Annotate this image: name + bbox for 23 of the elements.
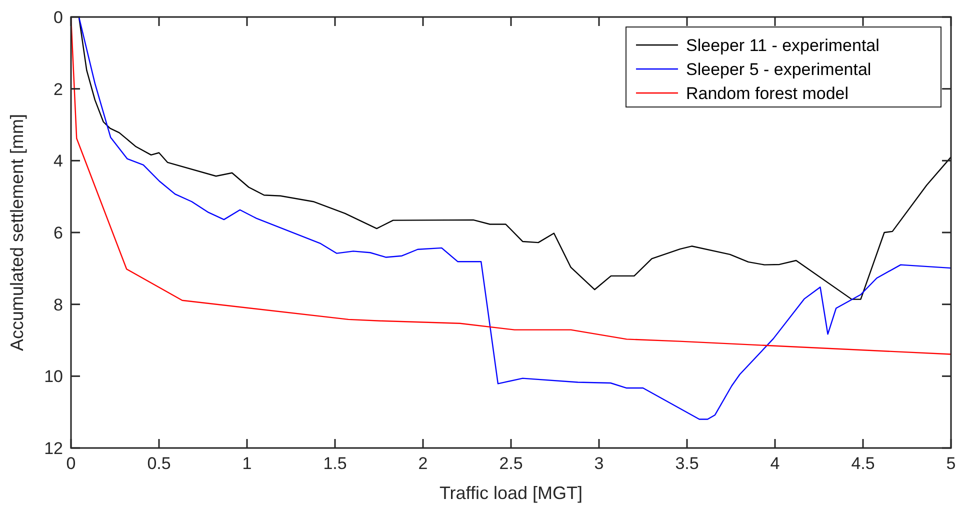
y-tick-label: 8 <box>54 295 63 314</box>
x-tick-label: 2 <box>418 454 428 473</box>
legend-label: Sleeper 11 - experimental <box>686 36 880 55</box>
x-tick-label: 3 <box>594 454 604 473</box>
y-tick-label: 0 <box>54 8 63 27</box>
x-tick-label: 4 <box>770 454 780 473</box>
y-axis-title: Accumulated settlement [mm] <box>7 114 27 352</box>
y-tick-label: 10 <box>44 367 63 386</box>
y-tick-label: 4 <box>54 152 63 171</box>
x-tick-label: 5 <box>946 454 956 473</box>
x-tick-label: 4.5 <box>851 454 875 473</box>
x-axis-title: Traffic load [MGT] <box>439 483 583 503</box>
x-tick-label: 1.5 <box>323 454 347 473</box>
y-tick-label: 6 <box>54 223 63 242</box>
legend-label: Sleeper 5 - experimental <box>686 60 872 79</box>
legend-label: Random forest model <box>686 84 849 103</box>
x-tick-label: 3.5 <box>675 454 699 473</box>
y-tick-label: 2 <box>54 80 63 99</box>
x-tick-label: 2.5 <box>499 454 523 473</box>
y-tick-label: 12 <box>44 438 63 458</box>
x-tick-label: 1 <box>242 454 252 473</box>
x-tick-label: 0 <box>66 454 76 473</box>
x-tick-label: 0.5 <box>147 454 171 473</box>
